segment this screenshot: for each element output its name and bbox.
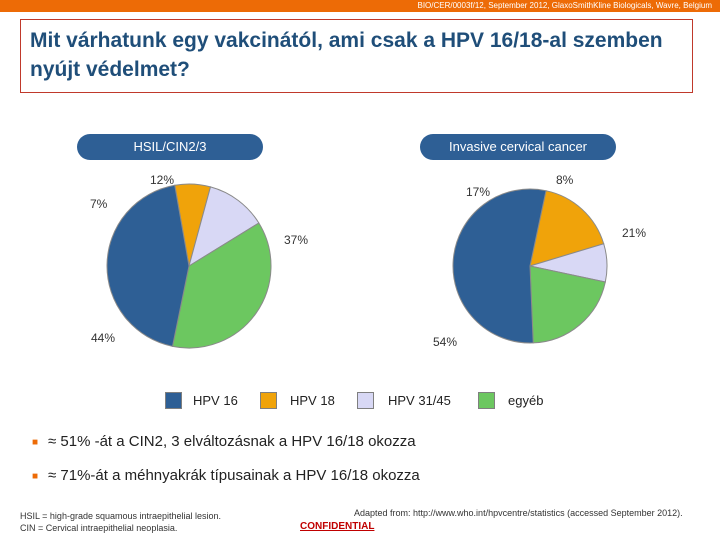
legend-swatch-hpv3145 <box>357 392 374 409</box>
chart-1-label-hpv3145: 12% <box>150 173 175 187</box>
bullet-marker: ■ <box>32 471 39 482</box>
chart-2-label-hpv3145: 8% <box>556 173 574 187</box>
confidential-label: CONFIDENTIAL <box>300 521 375 532</box>
legend-swatch-hpv16 <box>165 392 182 409</box>
chart-1-label-hpv16: 44% <box>91 331 116 345</box>
legend-label-other: egyéb <box>508 393 544 408</box>
chart-2-title: Invasive cervical cancer <box>420 134 616 160</box>
chart-1-title: HSIL/CIN2/3 <box>77 134 263 160</box>
chart-2-label-other: 21% <box>622 226 647 240</box>
title-box: Mit várhatunk egy vakcinától, ami csak a… <box>20 19 693 93</box>
footnote-definitions: HSIL = high-grade squamous intraepitheli… <box>20 510 221 534</box>
source-note: Adapted from: http://www.who.int/hpvcent… <box>354 508 683 518</box>
chart-2-slice-egy-b <box>529 265 606 344</box>
legend-label-hpv18: HPV 18 <box>290 393 335 408</box>
chart-1-slice-hpv-31-45 <box>188 186 260 268</box>
bullet-marker: ■ <box>32 437 39 448</box>
chart-2-label-hpv16: 54% <box>433 335 458 349</box>
bullet-2: ≈ 71%-át a méhnyakrák típusainak a HPV 1… <box>48 467 420 484</box>
page-title: Mit várhatunk egy vakcinától, ami csak a… <box>30 29 663 81</box>
chart-1-label-other: 37% <box>284 233 309 247</box>
footnote-cin: CIN = Cervical intraepithelial neoplasia… <box>20 523 178 533</box>
chart-2-label-hpv18: 17% <box>466 185 491 199</box>
legend-label-hpv3145: HPV 31/45 <box>388 393 451 408</box>
legend-swatch-other <box>478 392 495 409</box>
chart-1-slice-hpv-16 <box>106 184 190 347</box>
legend-label-hpv16: HPV 16 <box>193 393 238 408</box>
chart-2-slice-hpv-16 <box>452 188 547 344</box>
chart-2-slice-hpv-18 <box>529 190 605 267</box>
legend-swatch-hpv18 <box>260 392 277 409</box>
reference-text: BIO/CER/0003f/12, September 2012, GlaxoS… <box>417 1 712 10</box>
chart-1-slice-egy-b <box>171 222 272 349</box>
chart-1-label-hpv18: 7% <box>90 197 108 211</box>
top-bar: BIO/CER/0003f/12, September 2012, GlaxoS… <box>0 0 720 12</box>
footnote-hsil: HSIL = high-grade squamous intraepitheli… <box>20 511 222 521</box>
bullet-1: ≈ 51% -át a CIN2, 3 elváltozásnak a HPV … <box>48 433 416 450</box>
